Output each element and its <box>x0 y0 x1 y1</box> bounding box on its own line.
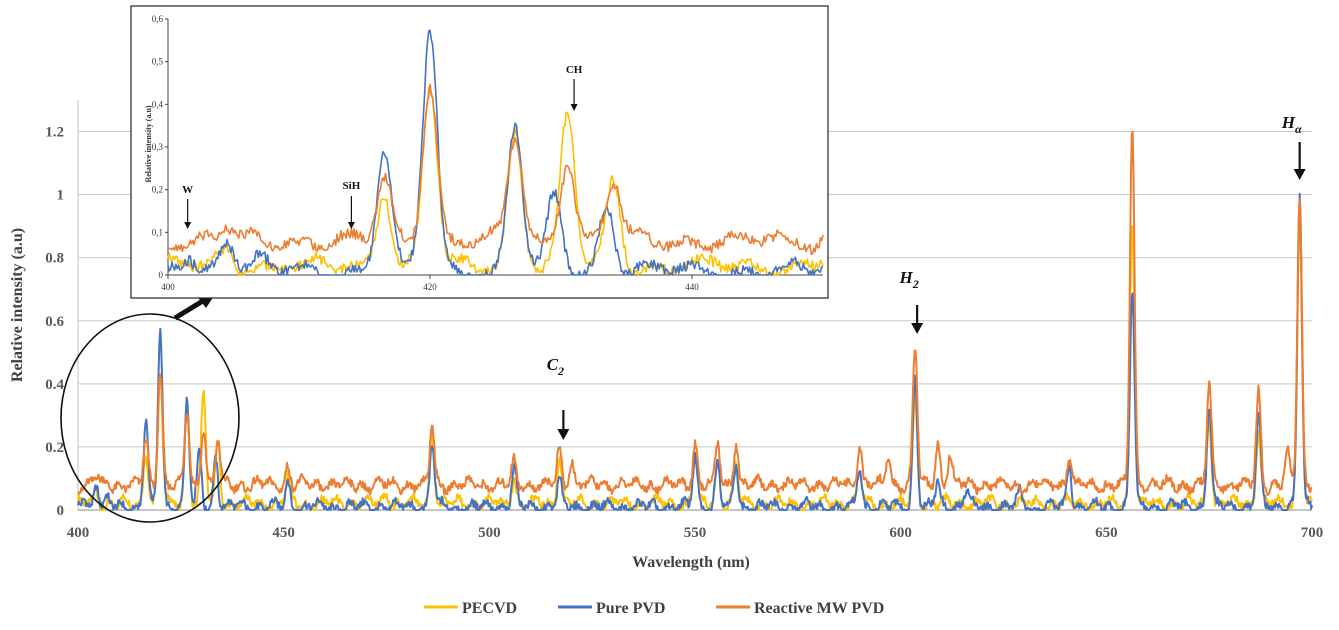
inset-y-tick-labels: 0 0,1 0,2 0,3 0,4 0,5 0,6 <box>152 14 164 280</box>
main-series-lines <box>77 130 1313 511</box>
inset-y-tick-label: 0,1 <box>152 227 163 237</box>
inset-y-axis-title: Relative intensity (a.u) <box>144 105 153 182</box>
series-line-pure-pvd <box>77 192 1313 511</box>
inset-peak-annotations: W SiH CH <box>182 64 583 229</box>
main-x-tick-label: 700 <box>1301 525 1324 541</box>
annotation-arrowhead <box>1293 169 1306 180</box>
series-line-reactive-mw-pvd <box>77 130 1313 496</box>
inset-series-line-pure-pvd <box>167 29 823 276</box>
inset-x-tick-labels: 400 420 440 <box>161 282 699 292</box>
annotation-label: Hα <box>1281 113 1302 136</box>
inset-annotation-arrowhead <box>570 104 578 111</box>
main-x-tick-label: 650 <box>1095 525 1118 541</box>
inset-y-tick-label: 0 <box>159 270 164 280</box>
inset-annotation-label: W <box>182 184 193 196</box>
annotation-arrowhead <box>557 429 570 440</box>
zoom-region-circle <box>60 313 240 523</box>
annotation-arrowhead <box>911 323 924 334</box>
main-x-tick-labels: 400 450 500 550 600 650 700 <box>67 525 1324 541</box>
inset-y-tick-label: 0,4 <box>152 99 164 109</box>
inset-series-line-reactive-mw-pvd <box>167 83 824 255</box>
main-y-tick-label: 0.4 <box>45 377 64 393</box>
legend-label: PECVD <box>462 600 517 617</box>
inset-y-tick-label: 0,3 <box>152 142 164 152</box>
legend-label: Reactive MW PVD <box>754 600 884 617</box>
inset-annotation-label: SiH <box>343 180 361 192</box>
main-x-axis-title: Wavelength (nm) <box>632 554 750 571</box>
inset-y-tick-label: 0,6 <box>152 14 164 24</box>
annotation-label: H2 <box>899 268 919 291</box>
legend: PECVD Pure PVD Reactive MW PVD <box>424 600 884 617</box>
main-x-tick-label: 600 <box>889 525 912 541</box>
inset-series-lines <box>167 29 824 276</box>
inset-x-tick-label: 400 <box>161 282 175 292</box>
main-x-tick-label: 450 <box>272 525 295 541</box>
annotation-label: C2 <box>547 355 564 378</box>
main-y-tick-label: 0 <box>57 503 65 519</box>
legend-label: Pure PVD <box>596 600 665 617</box>
inset-x-tick-label: 440 <box>685 282 699 292</box>
main-y-tick-labels: 0 0.2 0.4 0.6 0.8 1 1.2 <box>45 125 64 519</box>
main-y-axis-title: Relative intensity (a.u) <box>9 228 26 382</box>
main-x-tick-label: 400 <box>67 525 90 541</box>
main-y-tick-label: 0.2 <box>45 440 64 456</box>
main-peak-annotations: C2 H2 Hα <box>547 113 1306 440</box>
main-y-tick-label: 0.6 <box>45 314 64 330</box>
inset-y-tick-label: 0,2 <box>152 185 163 195</box>
inset-annotation-arrowhead <box>347 222 355 229</box>
main-y-tick-label: 1.2 <box>45 125 64 141</box>
main-y-tick-label: 0.8 <box>45 251 64 267</box>
main-x-tick-label: 550 <box>684 525 707 541</box>
inset-annotation-label: CH <box>566 64 583 76</box>
inset-annotation-arrowhead <box>184 222 192 229</box>
inset-x-tick-label: 420 <box>423 282 437 292</box>
main-y-tick-label: 1 <box>57 188 65 204</box>
inset-y-tick-label: 0,5 <box>152 57 164 67</box>
inset-frame <box>130 5 829 299</box>
main-x-tick-label: 500 <box>478 525 501 541</box>
